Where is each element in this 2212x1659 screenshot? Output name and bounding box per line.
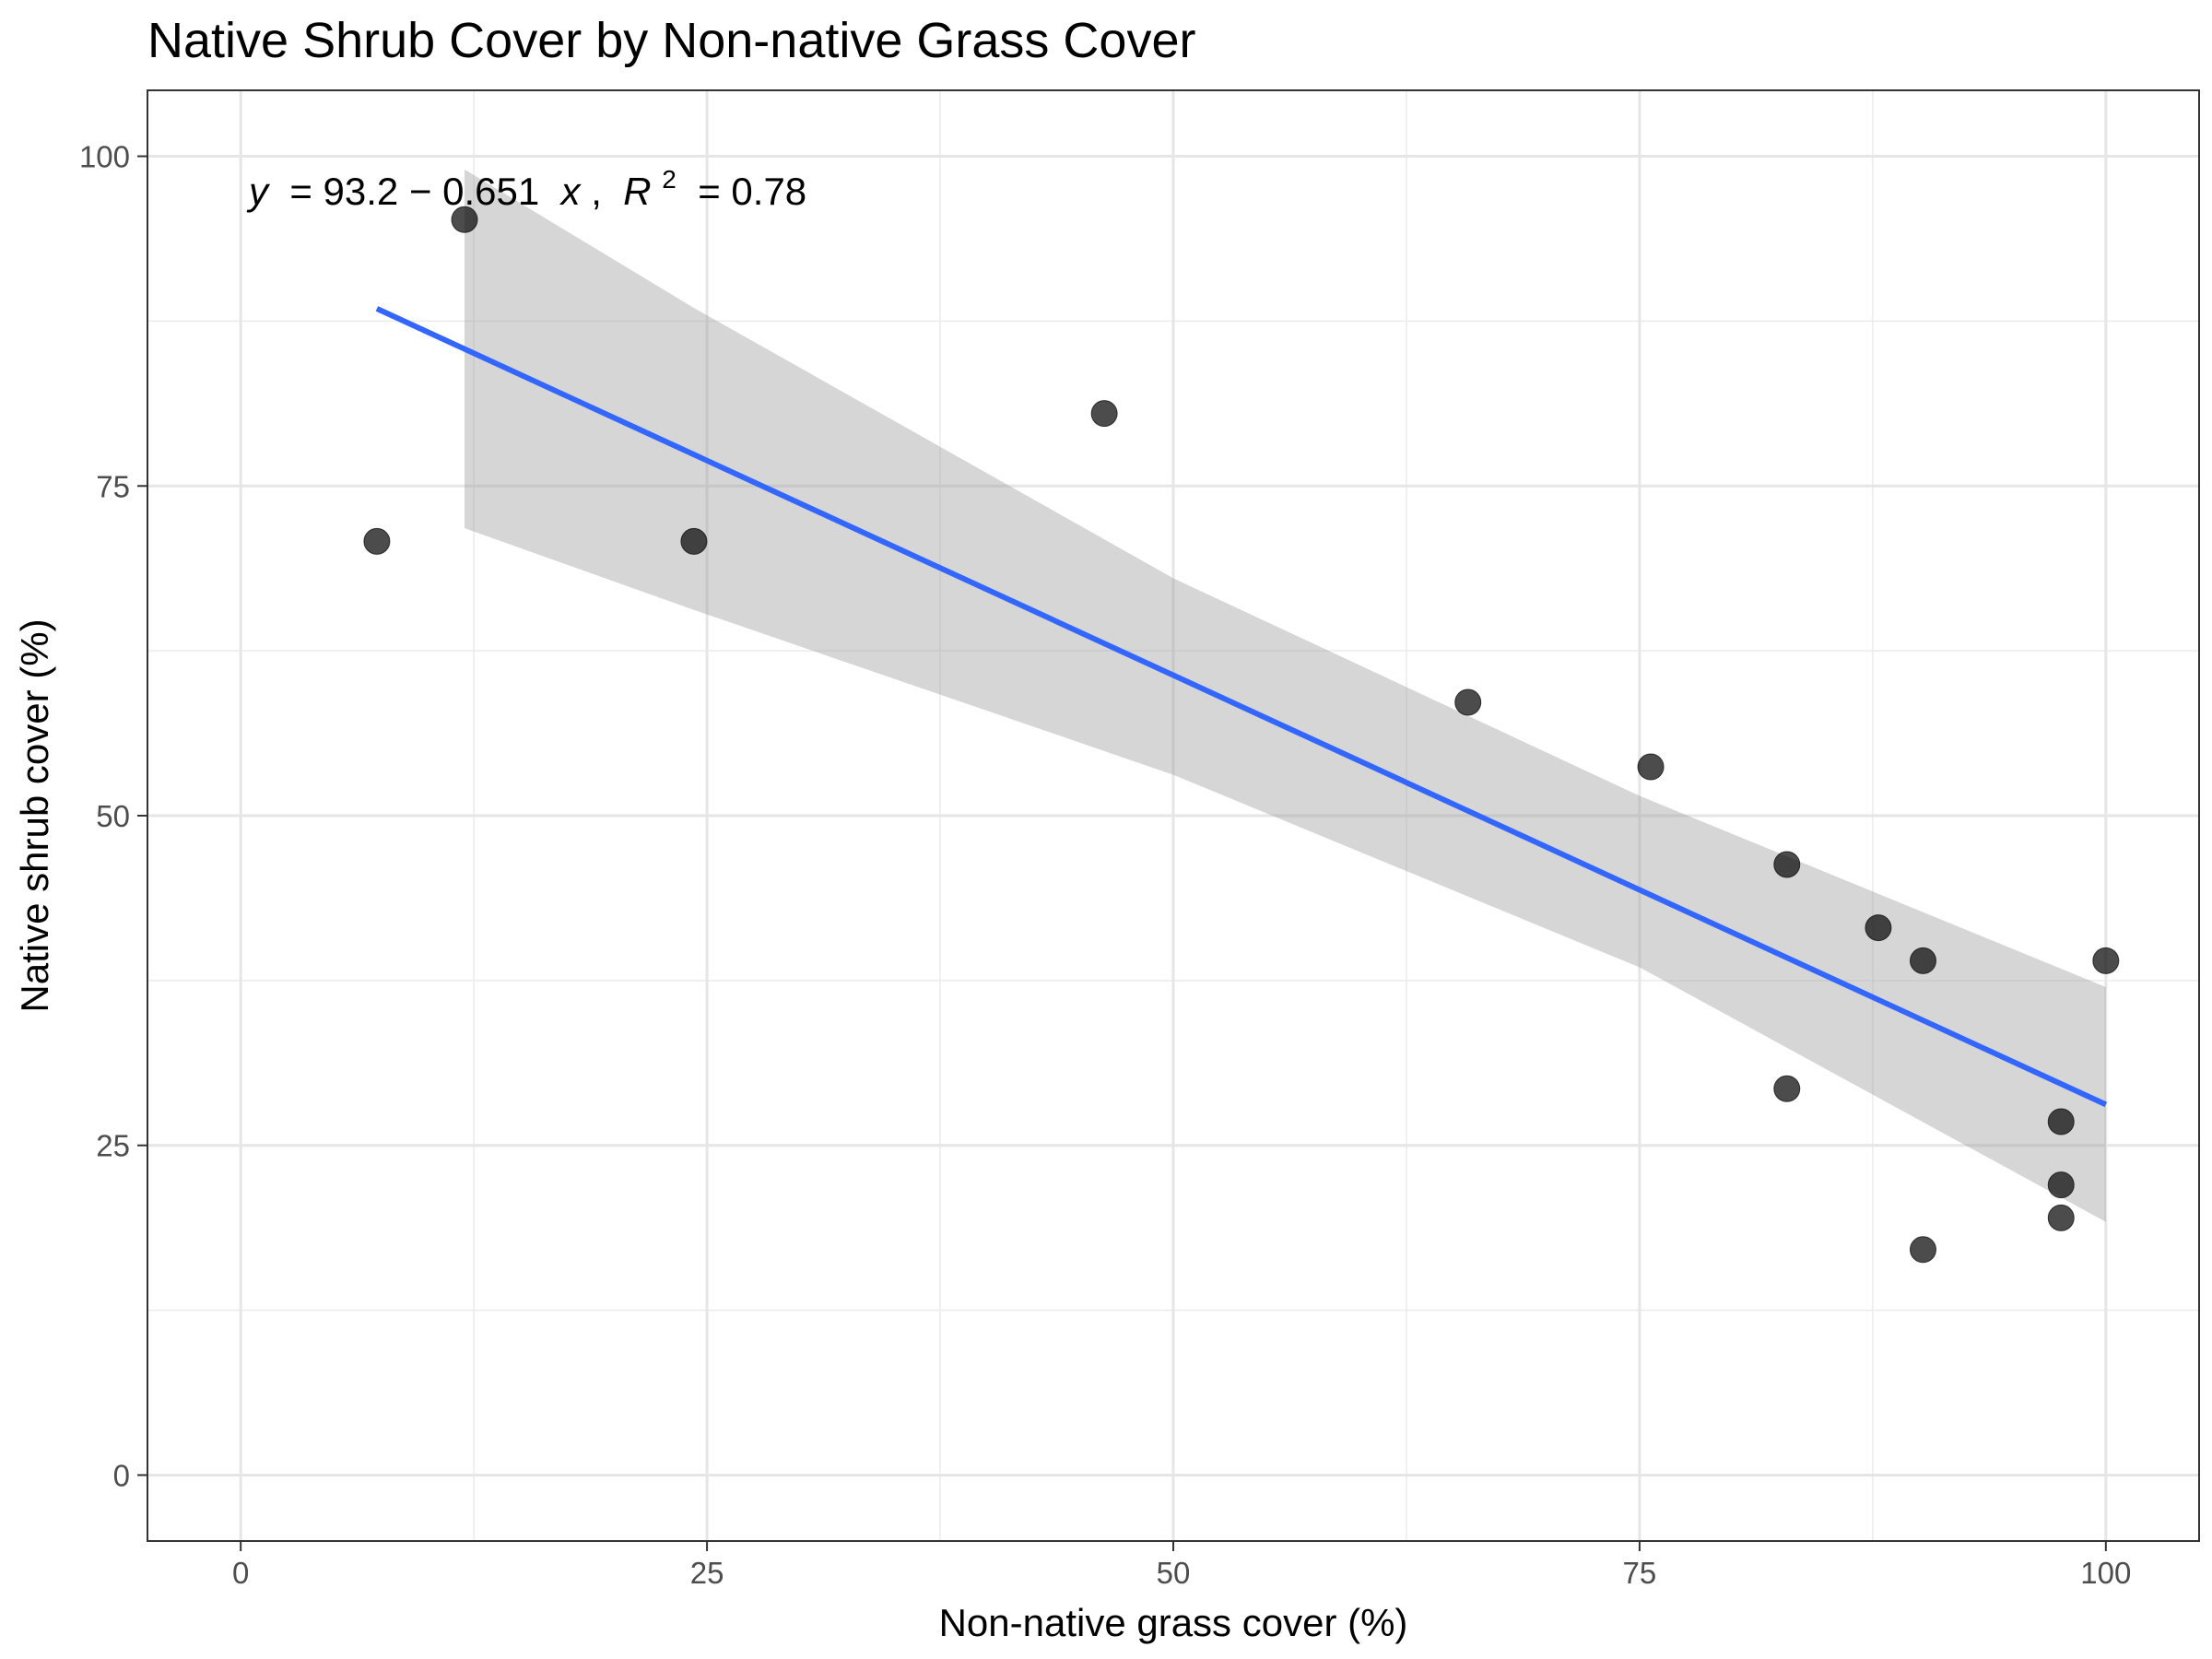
chart-title: Native Shrub Cover by Non-native Grass C… [147, 13, 1195, 68]
data-points [363, 206, 2120, 1264]
data-point [1865, 914, 1892, 942]
equation-r-exponent: 2 [662, 165, 677, 194]
x-axis-title: Non-native grass cover (%) [939, 1601, 1408, 1644]
regression-line-layer [375, 306, 2108, 1108]
y-axis-title: Native shrub cover (%) [13, 618, 56, 1012]
x-axis-ticks: 0 25 50 75 100 [232, 1541, 2131, 1590]
x-tick-label: 50 [1157, 1556, 1191, 1590]
equation-separator: , [591, 170, 612, 213]
x-tick-label: 25 [690, 1556, 724, 1590]
equation-r-symbol: R [623, 170, 651, 213]
data-point [2047, 1204, 2075, 1231]
data-point [680, 527, 708, 555]
y-tick-label: 0 [113, 1458, 130, 1492]
y-tick-label: 25 [96, 1129, 130, 1163]
data-point [1454, 688, 1482, 716]
x-tick-label: 100 [2080, 1556, 2131, 1590]
data-point [1910, 947, 1937, 974]
regression-line [375, 306, 2108, 1108]
data-point [1773, 851, 1801, 878]
data-point [2047, 1108, 2075, 1135]
regression-equation: y = 93.2 − 0.651 x , R 2 = 0.78 [246, 153, 806, 213]
equation-coefficients: = 93.2 − 0.651 [279, 170, 550, 213]
confidence-band [465, 169, 2106, 1222]
y-axis-ticks: 0 25 50 75 100 [79, 140, 147, 1492]
equation-y-symbol: y [246, 170, 271, 213]
major-gridlines [147, 90, 2199, 1541]
y-tick-label: 75 [96, 469, 130, 503]
data-point [2092, 947, 2120, 974]
data-point [2047, 1171, 2075, 1199]
data-point [363, 527, 391, 555]
data-point [1910, 1236, 1937, 1264]
plot-area [147, 89, 2200, 1542]
confidence-band-layer [465, 169, 2106, 1222]
data-point [1637, 753, 1665, 781]
y-tick-label: 50 [96, 799, 130, 833]
data-point [1773, 1075, 1801, 1102]
x-tick-label: 0 [232, 1556, 249, 1590]
equation-x-symbol: x [559, 170, 582, 213]
equation-r2-value: = 0.78 [688, 170, 807, 213]
data-point [1090, 400, 1118, 428]
x-tick-label: 75 [1623, 1556, 1657, 1590]
data-point [451, 206, 478, 233]
y-tick-label: 100 [79, 140, 130, 174]
